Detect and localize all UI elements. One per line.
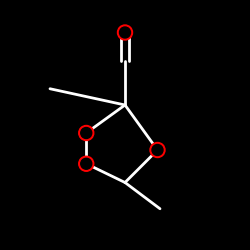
Circle shape — [120, 27, 130, 38]
Circle shape — [79, 126, 94, 140]
Circle shape — [152, 144, 163, 156]
Circle shape — [118, 25, 132, 40]
Circle shape — [150, 142, 165, 158]
Circle shape — [81, 128, 92, 138]
Circle shape — [81, 158, 92, 169]
Circle shape — [79, 156, 94, 171]
